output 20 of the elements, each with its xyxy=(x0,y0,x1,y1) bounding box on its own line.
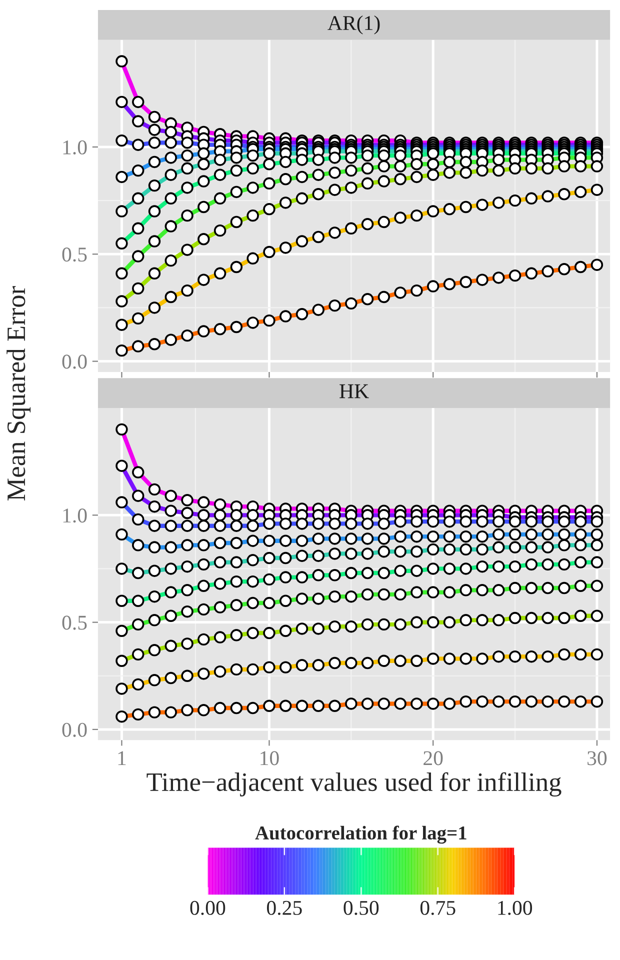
chart-title: HK xyxy=(340,384,369,398)
x-axis-title: Time−adjacent values used for infilling xyxy=(146,772,562,797)
y-tick-label: 0.5 xyxy=(62,248,87,262)
color-bar-label: 0.00 xyxy=(190,900,226,916)
y-tick-label: 1.0 xyxy=(63,508,87,523)
chart-title: AR(1) xyxy=(328,15,380,34)
color-bar-label: 0.50 xyxy=(344,900,379,916)
x-tick-label: 20 xyxy=(424,751,443,766)
y-tick-label: 0.0 xyxy=(62,722,87,737)
color-bar-title: Autocorrelation for lag=1 xyxy=(255,826,466,844)
x-tick-label: 1 xyxy=(118,751,126,766)
y-tick-label: 0.5 xyxy=(62,616,87,630)
y-tick-label: 0.0 xyxy=(62,354,87,369)
color-bar-label: 0.25 xyxy=(266,900,302,916)
x-tick-label: 30 xyxy=(588,751,607,766)
y-axis-title: Mean Squared Error xyxy=(6,286,31,501)
color-bar-label: 0.75 xyxy=(420,900,456,916)
color-bar-label: 1.00 xyxy=(498,900,532,916)
y-tick-label: 1.0 xyxy=(63,140,87,155)
x-tick-label: 10 xyxy=(260,751,279,766)
